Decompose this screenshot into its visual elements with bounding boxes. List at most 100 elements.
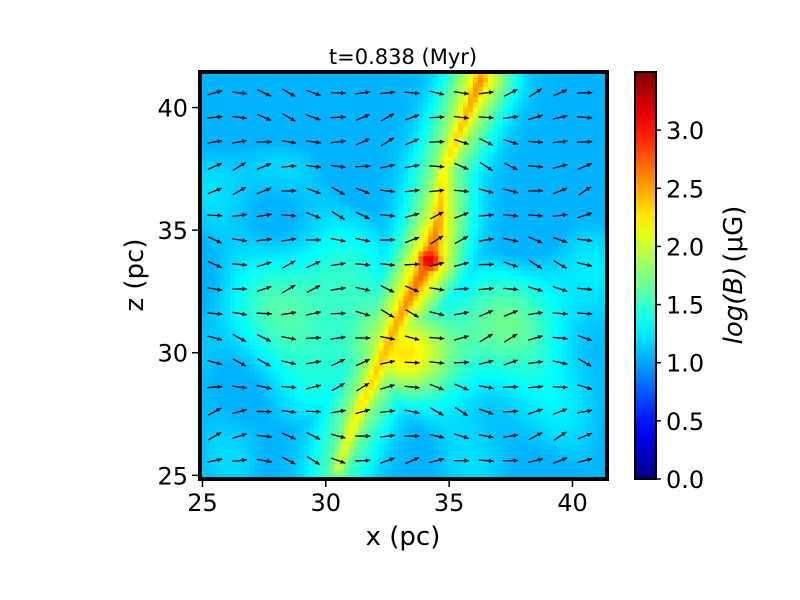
heatmap-cell [393,270,400,277]
heatmap-cell [408,325,415,331]
heatmap-cell [463,315,469,321]
heatmap-cell [458,206,464,212]
heatmap-cell [363,315,370,321]
heatmap-cell [299,96,305,103]
heatmap-cell [487,330,494,336]
heatmap-cell [299,384,305,391]
heatmap-cell [224,240,231,247]
heatmap-cell [477,166,484,172]
heatmap-cell [393,201,400,207]
heatmap-cell [378,310,385,316]
heatmap-cell [398,469,405,475]
heatmap-cell [329,121,335,128]
heatmap-cell [309,320,315,326]
heatmap-cell [229,290,236,296]
heatmap-cell [458,270,464,277]
heatmap-cell [319,101,325,108]
heatmap-cell [324,359,330,366]
heatmap-cell [259,379,266,386]
heatmap-cell [472,394,479,401]
heatmap-cell [309,454,315,460]
heatmap-cell [224,459,231,465]
heatmap-cell [204,136,211,143]
heatmap-cell [383,136,390,143]
heatmap-cell [368,250,375,257]
heatmap-cell [334,76,340,83]
heatmap-cell [477,359,484,366]
heatmap-cell [458,434,464,440]
heatmap-cell [413,305,419,311]
heatmap-cell [472,260,479,267]
heatmap-cell [383,379,390,386]
heatmap-cell [453,86,459,93]
heatmap-cell [334,171,340,177]
heatmap-cell [324,72,330,78]
heatmap-cell [219,121,226,128]
heatmap-cell [363,96,370,103]
heatmap-cell [487,449,494,455]
heatmap-cell [299,215,305,222]
heatmap-cell [448,106,454,113]
heatmap-cell [393,439,400,445]
heatmap-cell [408,220,415,227]
heatmap-cell [224,325,231,331]
heatmap-cell [428,290,434,296]
heatmap-cell [448,280,454,287]
heatmap-cell [487,374,494,381]
heatmap-cell [487,111,494,118]
heatmap-cell [338,131,345,138]
heatmap-cell [383,330,390,336]
heatmap-cell [304,424,310,430]
heatmap-cell [472,72,479,78]
heatmap-cell [393,300,400,306]
heatmap-cell [358,394,365,401]
heatmap-cell [234,186,241,192]
heatmap-cell [209,250,216,257]
heatmap-cell [482,245,489,252]
heatmap-cell [468,275,474,282]
heatmap-cell [492,374,499,381]
heatmap-cell [319,196,325,202]
heatmap-cell [284,265,290,272]
heatmap-cell [299,389,305,396]
heatmap-cell [403,161,410,167]
heatmap-cell [309,121,315,128]
heatmap-cell [284,196,290,202]
heatmap-cell [487,424,494,430]
heatmap-cell [214,225,221,232]
heatmap-cell [214,354,221,361]
heatmap-cell [329,340,335,346]
heatmap-cell [274,280,281,287]
heatmap-cell [418,414,424,421]
heatmap-cell [314,464,320,470]
heatmap-cell [329,156,335,162]
heatmap-cell [438,270,444,277]
heatmap-cell [418,444,424,450]
heatmap-cell [224,275,231,282]
heatmap-cell [497,295,504,301]
heatmap-cell [408,181,415,187]
heatmap-cell [319,354,325,361]
heatmap-cell [239,96,246,103]
heatmap-cell [408,330,415,336]
heatmap-cell [324,116,330,123]
heatmap-cell [329,295,335,301]
heatmap-cell [234,449,241,455]
heatmap-cell [219,210,226,217]
heatmap-cell [279,320,285,326]
heatmap-cell [378,146,385,153]
heatmap-cell [418,151,424,157]
heatmap-cell [319,419,325,426]
heatmap-cell [299,340,305,346]
heatmap-cell [423,181,429,187]
heatmap-cell [338,399,345,406]
heatmap-cell [358,260,365,267]
heatmap-cell [269,444,276,450]
heatmap-cell [373,389,380,396]
heatmap-cell [299,131,305,138]
heatmap-cell [200,340,206,346]
heatmap-cell [378,344,385,351]
heatmap-cell [264,369,271,376]
heatmap-cell [343,265,350,272]
heatmap-cell [269,255,276,262]
